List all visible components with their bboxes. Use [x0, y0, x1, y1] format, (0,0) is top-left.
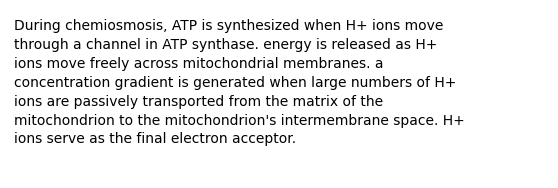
Text: During chemiosmosis, ATP is synthesized when H+ ions move
through a channel in A: During chemiosmosis, ATP is synthesized … — [14, 19, 465, 146]
